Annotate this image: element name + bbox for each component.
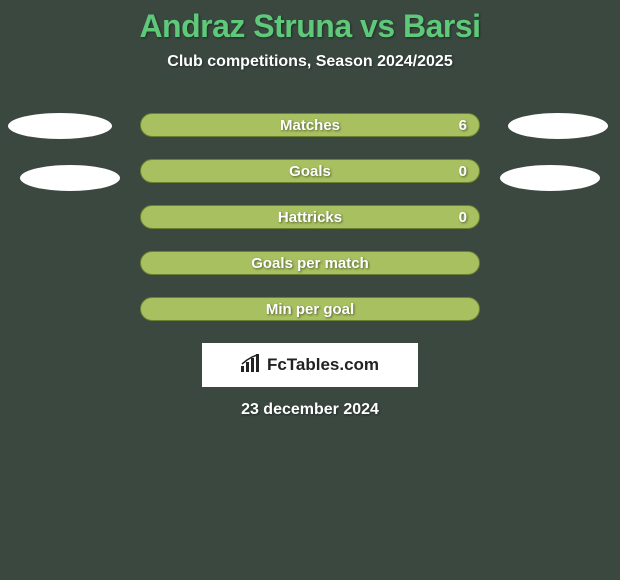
stat-value: 0 xyxy=(459,209,467,226)
stat-value: 0 xyxy=(459,163,467,180)
stat-label: Min per goal xyxy=(266,301,354,318)
stats-area: Matches 6 Goals 0 Hattricks 0 Goals per … xyxy=(0,113,620,419)
page-title: Andraz Struna vs Barsi xyxy=(0,8,620,45)
player-avatar-left-1 xyxy=(8,113,112,139)
brand-box[interactable]: FcTables.com xyxy=(202,343,418,387)
stat-value: 6 xyxy=(459,117,467,134)
stat-label: Goals xyxy=(289,163,331,180)
date-text: 23 december 2024 xyxy=(0,401,620,419)
comparison-widget: Andraz Struna vs Barsi Club competitions… xyxy=(0,0,620,419)
player-avatar-right-2 xyxy=(500,165,600,191)
brand-text: FcTables.com xyxy=(267,355,379,375)
stat-bar-goals: Goals 0 xyxy=(140,159,480,183)
player-avatar-right-1 xyxy=(508,113,608,139)
stat-bars: Matches 6 Goals 0 Hattricks 0 Goals per … xyxy=(140,113,480,321)
stat-bar-matches: Matches 6 xyxy=(140,113,480,137)
stat-bar-goals-per-match: Goals per match xyxy=(140,251,480,275)
player-avatar-left-2 xyxy=(20,165,120,191)
stat-label: Hattricks xyxy=(278,209,342,226)
stat-bar-hattricks: Hattricks 0 xyxy=(140,205,480,229)
stat-bar-min-per-goal: Min per goal xyxy=(140,297,480,321)
stat-label: Goals per match xyxy=(251,255,369,272)
subtitle: Club competitions, Season 2024/2025 xyxy=(0,53,620,71)
chart-icon xyxy=(241,354,261,377)
stat-label: Matches xyxy=(280,117,340,134)
